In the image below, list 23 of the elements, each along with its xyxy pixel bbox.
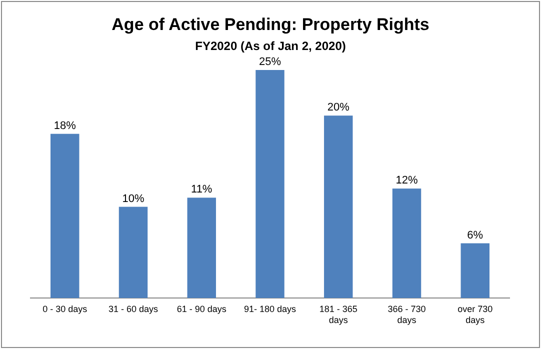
- bar: [256, 70, 284, 298]
- x-tick-label: 91- 180 days: [244, 304, 297, 314]
- data-label: 18%: [54, 120, 76, 132]
- data-label: 11%: [191, 184, 212, 196]
- bar: [187, 198, 216, 298]
- x-tick-label: over 730 days: [458, 304, 493, 325]
- x-tick-label: 0 - 30 days: [42, 304, 88, 314]
- bar: [118, 206, 148, 298]
- data-label: 25%: [258, 56, 282, 68]
- data-label: 12%: [396, 174, 418, 187]
- x-tick-label: 31 - 60 days: [108, 304, 159, 314]
- x-tick-label: 366 - 730 days: [388, 304, 426, 325]
- data-label: 20%: [327, 102, 350, 114]
- data-label: 6%: [467, 229, 484, 242]
- bar: [460, 243, 490, 298]
- bar: [324, 116, 353, 298]
- x-tick-label: 181 - 365 days: [319, 304, 358, 325]
- chart-subtitle: FY2020 (As of Jan 2, 2020): [195, 39, 346, 53]
- x-tick-label: 61 - 90 days: [176, 304, 227, 314]
- bar: [50, 134, 80, 298]
- data-label: 10%: [122, 192, 144, 205]
- bar: [392, 188, 422, 298]
- chart-title: Age of Active Pending: Property Rights: [112, 15, 430, 34]
